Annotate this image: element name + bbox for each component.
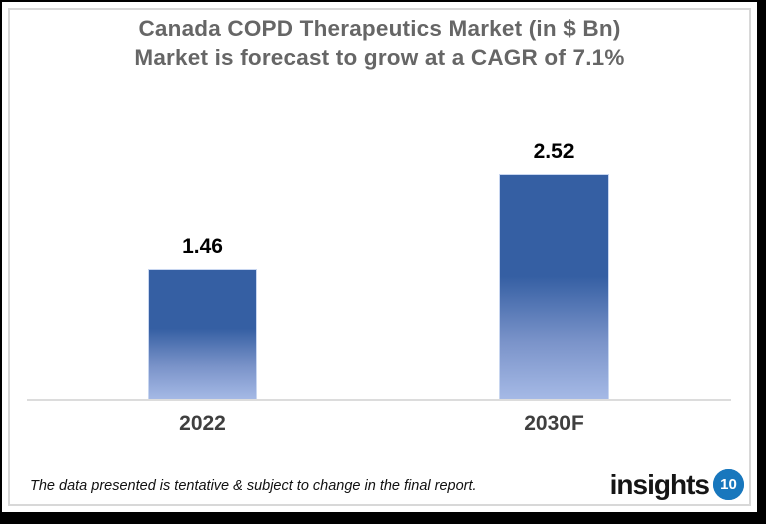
chart-title-line2: Market is forecast to grow at a CAGR of …	[134, 45, 625, 70]
bar-value-label: 2.52	[533, 140, 575, 163]
bar-value-label: 1.46	[182, 235, 223, 258]
logo-badge-10-icon: 10	[713, 469, 744, 500]
insights10-logo: insights 10	[610, 469, 744, 500]
x-axis-label-2030f: 2030F	[524, 412, 584, 435]
chart-title-line1: Canada COPD Therapeutics Market (in $ Bn…	[138, 16, 621, 41]
plot-area: 1.46 2022 2.52 2030F	[2, 2, 757, 512]
bar-2030f	[499, 174, 609, 400]
chart-card: Canada COPD Therapeutics Market (in $ Bn…	[2, 2, 757, 512]
bar-group-2022: 1.46 2022	[148, 2, 257, 512]
bar-group-2030f: 2.52 2030F	[499, 2, 609, 512]
disclaimer-text: The data presented is tentative & subjec…	[30, 478, 477, 494]
logo-wordmark: insights	[609, 469, 710, 500]
x-axis-label-2022: 2022	[179, 412, 226, 435]
bar-2022	[148, 269, 257, 400]
x-axis-line	[27, 399, 731, 401]
chart-title: Canada COPD Therapeutics Market (in $ Bn…	[2, 14, 757, 72]
